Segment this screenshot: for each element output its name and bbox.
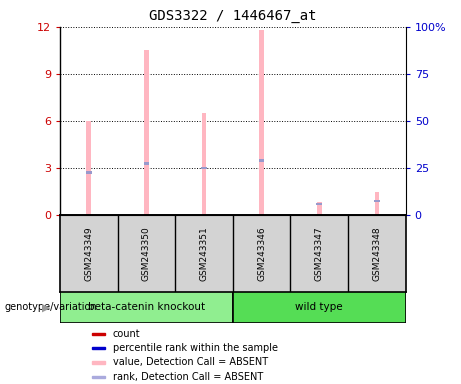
Bar <box>60 292 233 323</box>
Bar <box>374 192 379 215</box>
Text: GSM243348: GSM243348 <box>372 226 381 281</box>
Text: percentile rank within the sample: percentile rank within the sample <box>113 343 278 353</box>
Bar <box>233 292 406 323</box>
Text: rank, Detection Call = ABSENT: rank, Detection Call = ABSENT <box>113 372 263 382</box>
Bar <box>374 200 379 202</box>
Bar <box>201 113 206 215</box>
Bar <box>259 30 264 215</box>
Text: GSM243347: GSM243347 <box>315 226 324 281</box>
Bar <box>92 376 105 378</box>
Text: value, Detection Call = ABSENT: value, Detection Call = ABSENT <box>113 358 268 367</box>
Text: beta-catenin knockout: beta-catenin knockout <box>88 302 205 312</box>
Bar <box>86 171 91 174</box>
Bar <box>144 162 149 165</box>
Bar <box>317 202 321 215</box>
Text: wild type: wild type <box>296 302 343 312</box>
Bar <box>92 347 105 349</box>
Text: GSM243346: GSM243346 <box>257 226 266 281</box>
Bar <box>316 203 322 205</box>
Bar <box>144 50 148 215</box>
Bar <box>92 361 105 364</box>
Text: genotype/variation: genotype/variation <box>5 302 97 312</box>
Text: GSM243350: GSM243350 <box>142 226 151 281</box>
Title: GDS3322 / 1446467_at: GDS3322 / 1446467_at <box>149 9 317 23</box>
Bar <box>92 333 105 335</box>
Text: GSM243349: GSM243349 <box>84 226 93 281</box>
Text: GSM243351: GSM243351 <box>200 226 208 281</box>
Bar <box>86 121 91 215</box>
Bar <box>201 167 207 169</box>
Text: ▶: ▶ <box>42 302 51 312</box>
Bar <box>259 159 264 162</box>
Text: count: count <box>113 329 141 339</box>
